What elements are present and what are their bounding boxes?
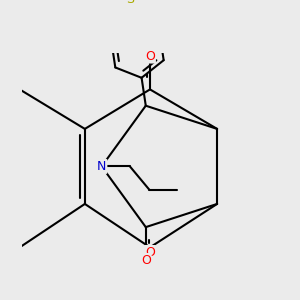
Text: O: O bbox=[145, 50, 155, 62]
Text: O: O bbox=[145, 246, 155, 259]
Text: O: O bbox=[141, 254, 151, 267]
Text: N: N bbox=[97, 160, 106, 173]
Text: S: S bbox=[126, 0, 134, 6]
